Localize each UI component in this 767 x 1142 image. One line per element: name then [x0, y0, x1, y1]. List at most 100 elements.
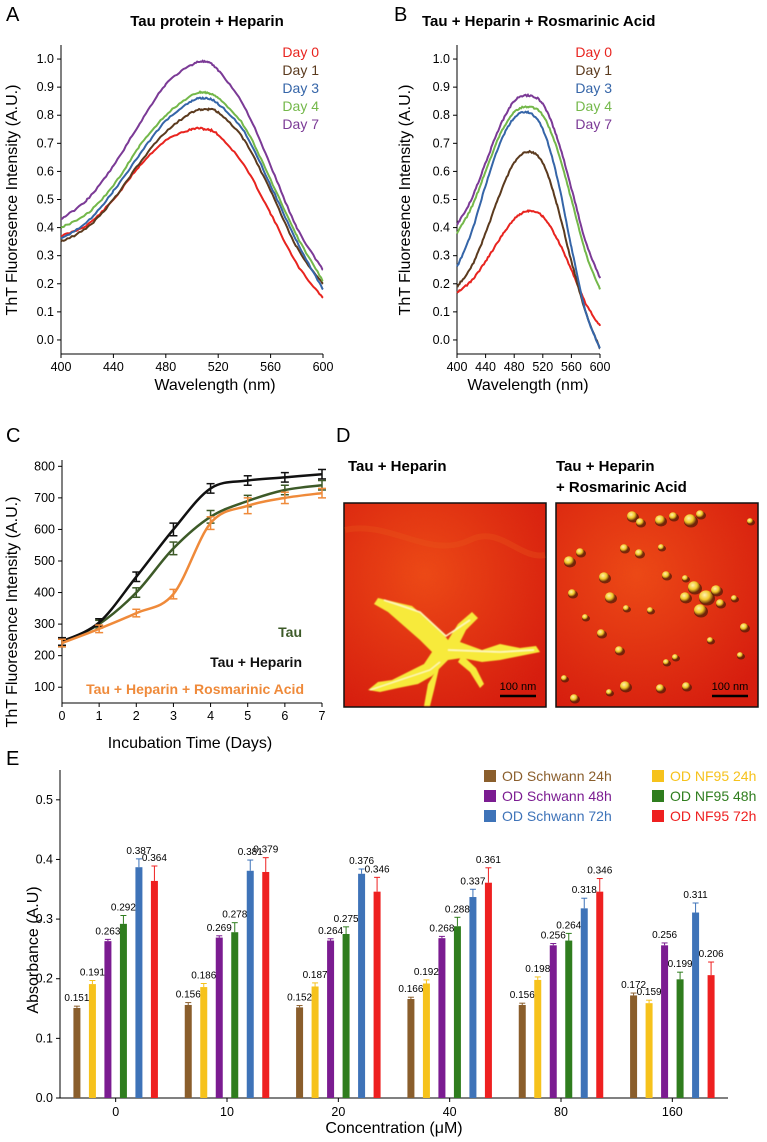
- series-line-day-7: [456, 92, 601, 279]
- chart-e-ylabel: Absorbance (A.U): [25, 886, 42, 1013]
- oligomer-particle: [564, 556, 574, 566]
- data-label: 0.346: [587, 866, 612, 877]
- data-label: 0.264: [556, 920, 581, 931]
- oligomer-particle: [694, 604, 706, 616]
- legend-od-schwann-72h: OD Schwann 72h: [502, 808, 612, 824]
- oligomer-particle: [737, 652, 743, 658]
- oligomer-particles: [561, 510, 755, 704]
- y-tick-label: 0.2: [37, 277, 54, 291]
- data-label: 0.264: [318, 926, 343, 937]
- series-line-tau: [61, 483, 323, 645]
- data-label: 0.292: [111, 903, 136, 914]
- bar: [358, 873, 366, 1098]
- scale-label-left: 100 nm: [500, 681, 537, 693]
- bar: [135, 867, 143, 1098]
- afm-left-label: Tau + Heparin: [348, 458, 447, 475]
- x-tick-label: 4: [207, 709, 214, 723]
- x-tick-label: 600: [590, 360, 611, 374]
- y-tick-label: 500: [34, 554, 55, 568]
- data-label: 0.361: [476, 855, 501, 866]
- oligomer-particle: [707, 637, 713, 643]
- bar: [407, 999, 415, 1098]
- legend-day-7: Day 7: [282, 116, 319, 132]
- panel-label-c: C: [6, 425, 20, 447]
- series-line-day-4: [60, 90, 324, 282]
- x-tick-label: 7: [319, 709, 326, 723]
- series-line-day-7: [60, 59, 324, 271]
- amyloid-fibril: [368, 598, 540, 706]
- bar: [422, 983, 430, 1098]
- y-tick-label: 0.5: [36, 793, 53, 807]
- oligomer-particle: [684, 514, 696, 526]
- oligomer-particle: [605, 592, 615, 602]
- y-tick-label: 0.5: [37, 193, 54, 207]
- data-label: 0.346: [365, 864, 390, 875]
- oligomer-particle: [658, 544, 664, 550]
- chart-a-xlabel: Wavelength (nm): [154, 377, 275, 394]
- chart-c-ylabel: ThT Fluoresence Intensity (A.U.): [4, 497, 21, 728]
- y-tick-label: 0.3: [433, 249, 450, 263]
- y-tick-label: 0.8: [37, 108, 54, 122]
- legend-day-3: Day 3: [575, 80, 612, 96]
- x-tick-label: 560: [561, 360, 582, 374]
- oligomer-particle: [696, 510, 704, 518]
- oligomer-particle: [576, 548, 584, 556]
- data-label: 0.152: [287, 993, 312, 1004]
- afm-right-label-line1: Tau + Heparin: [556, 458, 655, 475]
- oligomer-particle: [597, 629, 605, 637]
- bar: [469, 897, 477, 1098]
- legend-swatch-od-nf95-24h: [652, 770, 664, 782]
- legend-day-4: Day 4: [575, 98, 612, 114]
- bar: [549, 945, 557, 1098]
- oligomer-particle: [647, 607, 653, 613]
- data-label: 0.206: [699, 949, 724, 960]
- bar: [184, 1004, 192, 1098]
- series-line-day-4: [456, 105, 601, 290]
- series-line-tau-heparin-rosmarinic-acid: [61, 491, 323, 645]
- oligomer-particle: [682, 682, 690, 690]
- oligomer-particle: [570, 694, 578, 702]
- bar: [88, 984, 96, 1098]
- legend-day-0: Day 0: [282, 44, 319, 60]
- data-label: 0.387: [126, 846, 151, 857]
- data-label: 0.166: [398, 984, 423, 995]
- oligomer-particle: [672, 654, 678, 660]
- chart-c-legend-tau-heparin-ra: Tau + Heparin + Rosmarinic Acid: [86, 681, 304, 697]
- chart-c-xlabel: Incubation Time (Days): [108, 735, 273, 752]
- oligomer-particle: [655, 515, 665, 525]
- chart-panel-a: Tau protein + Heparin 0.0 0.1 0.2 0.3 0.4 0.5…: [4, 13, 333, 394]
- bar: [215, 937, 223, 1098]
- bar: [150, 880, 158, 1098]
- afm-panel-d: Tau + Heparin Tau + Heparin + Rosmarinic…: [343, 458, 759, 708]
- x-tick-label: 600: [313, 360, 334, 374]
- chart-panel-c: 100 200 300 400 500 600 700 800 0 1 2 3 4 5 6 7 Incubat…: [4, 459, 326, 752]
- bar: [661, 945, 669, 1098]
- y-tick-label: 0.0: [433, 333, 450, 347]
- oligomer-particle: [635, 549, 643, 557]
- x-tick-label: 20: [331, 1105, 345, 1119]
- data-label: 0.263: [95, 926, 120, 937]
- x-tick-label: 1: [96, 709, 103, 723]
- chart-b-ylabel: ThT Fluoresence Intensity (A.U.): [397, 85, 414, 316]
- oligomer-particle: [615, 646, 623, 654]
- afm-right-label-line2: + Rosmarinic Acid: [556, 479, 687, 496]
- legend-od-nf95-48h: OD NF95 48h: [670, 788, 756, 804]
- chart-b-title: Tau + Heparin + Rosmarinic Acid: [422, 13, 655, 30]
- y-tick-label: 0.4: [37, 221, 54, 235]
- panel-label-b: B: [394, 4, 407, 26]
- data-label: 0.187: [303, 970, 328, 981]
- y-tick-label: 400: [34, 586, 55, 600]
- oligomer-particle: [620, 681, 630, 691]
- data-label: 0.268: [429, 923, 454, 934]
- x-tick-label: 400: [447, 360, 468, 374]
- oligomer-particle: [636, 518, 644, 526]
- x-tick-label: 40: [443, 1105, 457, 1119]
- legend-swatch-od-schwann-72h: [484, 810, 496, 822]
- y-tick-label: 800: [34, 459, 55, 473]
- bar: [645, 1003, 653, 1098]
- y-tick-label: 0.1: [433, 305, 450, 319]
- bar: [692, 912, 700, 1098]
- oligomer-particle: [663, 659, 669, 665]
- data-label: 0.381: [238, 847, 263, 858]
- y-tick-label: 600: [34, 522, 55, 536]
